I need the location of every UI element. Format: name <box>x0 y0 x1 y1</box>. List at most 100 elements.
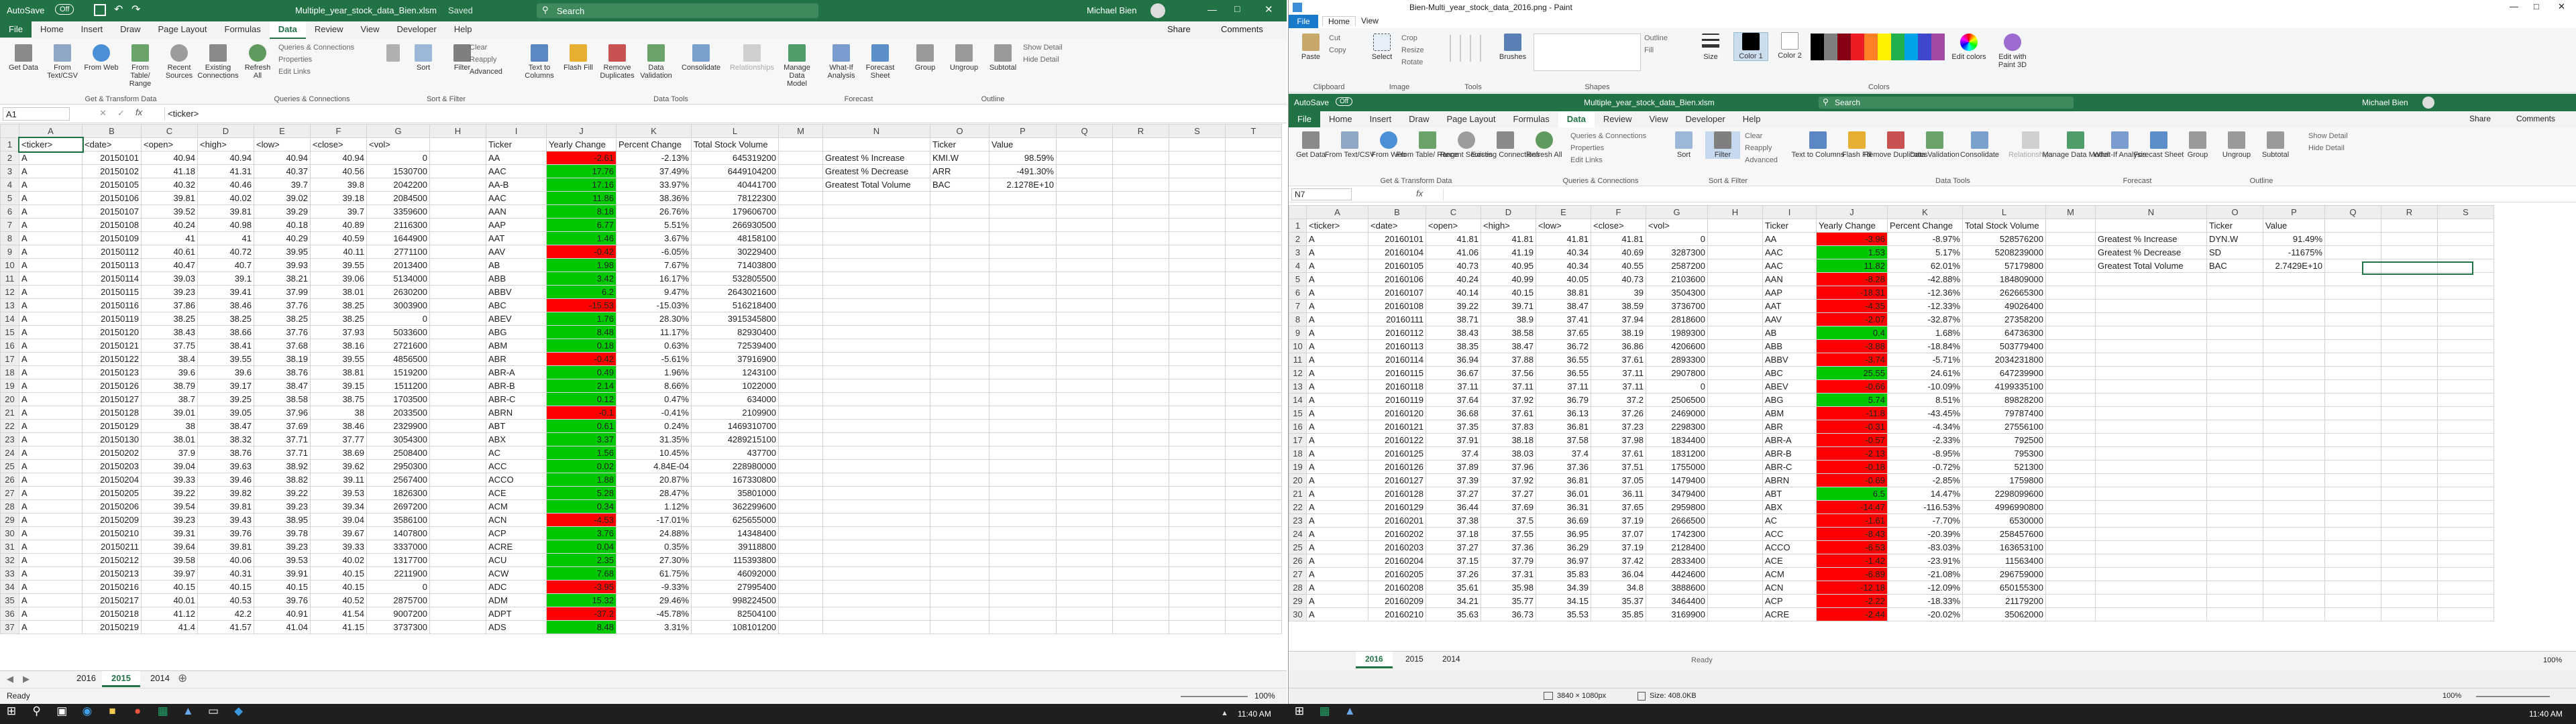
cell[interactable] <box>989 285 1057 299</box>
cell[interactable]: 20150123 <box>82 365 142 379</box>
cell[interactable]: 39.76 <box>254 593 311 607</box>
cell[interactable] <box>1056 526 1113 540</box>
paint-minimize-icon[interactable]: — <box>2510 1 2518 11</box>
cell[interactable] <box>1169 245 1226 259</box>
cell[interactable] <box>1169 486 1226 500</box>
cell[interactable]: A <box>19 191 83 205</box>
column-header[interactable]: S <box>1169 124 1226 138</box>
cell[interactable] <box>1112 285 1169 299</box>
cell[interactable] <box>429 312 486 326</box>
yearly-change-cell[interactable]: -0.42 <box>546 245 616 259</box>
yearly-change-cell[interactable]: 2.35 <box>546 553 616 567</box>
row-number[interactable]: 23 <box>0 432 19 446</box>
sheet-tab-2015[interactable]: 2015 <box>102 671 140 687</box>
column-header[interactable]: L <box>691 124 779 138</box>
header-cell[interactable] <box>1112 137 1169 152</box>
cell[interactable] <box>1169 473 1226 487</box>
header-cell[interactable]: Percent Change <box>616 137 692 152</box>
cell[interactable]: 37.86 <box>141 298 198 312</box>
paint-tab-view[interactable]: View <box>1361 16 1379 25</box>
yearly-change-cell[interactable]: 2.14 <box>546 379 616 393</box>
percent-change-cell[interactable]: 61.75% <box>616 566 692 581</box>
summary-ticker[interactable]: BAC <box>930 178 989 192</box>
percent-change-cell[interactable]: 0.35% <box>616 540 692 554</box>
autosave-toggle[interactable]: Off <box>55 4 74 15</box>
cell[interactable] <box>930 352 989 366</box>
cell[interactable] <box>1225 218 1282 232</box>
ticker-cell[interactable]: ACE <box>486 486 547 500</box>
total-volume-cell[interactable]: 625655000 <box>691 513 779 527</box>
cell[interactable]: 20150115 <box>82 285 142 299</box>
cell[interactable] <box>930 540 989 554</box>
total-volume-cell[interactable]: 40441700 <box>691 178 779 192</box>
cell[interactable]: 20150210 <box>82 526 142 540</box>
total-volume-cell[interactable]: 634000 <box>691 392 779 406</box>
refresh-all-button[interactable]: Refresh All <box>240 44 275 80</box>
cell[interactable] <box>1112 620 1169 634</box>
row-number[interactable]: 22 <box>0 419 19 433</box>
cell[interactable]: 3737300 <box>366 620 430 634</box>
percent-change-cell[interactable]: -45.78% <box>616 607 692 621</box>
cell[interactable]: 38.25 <box>254 312 311 326</box>
cell[interactable]: 40.94 <box>310 151 367 165</box>
cell[interactable]: 2771100 <box>366 245 430 259</box>
cell[interactable]: 39.81 <box>197 540 254 554</box>
cell[interactable] <box>822 526 930 540</box>
cell[interactable] <box>429 406 486 420</box>
row-number[interactable]: 1 <box>0 137 19 152</box>
cell[interactable]: 0 <box>366 312 430 326</box>
cell[interactable]: 40.94 <box>254 151 311 165</box>
ticker-cell[interactable]: ABC <box>486 298 547 312</box>
cell[interactable]: A <box>19 526 83 540</box>
yearly-change-cell[interactable]: -0.1 <box>546 406 616 420</box>
cell[interactable] <box>822 352 930 366</box>
tools-palette[interactable] <box>1450 35 1490 62</box>
cell[interactable]: A <box>19 459 83 473</box>
cell[interactable] <box>989 432 1057 446</box>
cell[interactable] <box>1112 486 1169 500</box>
cell[interactable] <box>1056 339 1113 353</box>
cell[interactable] <box>1056 392 1113 406</box>
cell[interactable]: 39.55 <box>310 352 367 366</box>
cell[interactable]: 39.58 <box>141 553 198 567</box>
cell[interactable] <box>822 607 930 621</box>
cell[interactable] <box>1225 540 1282 554</box>
cell[interactable] <box>1056 419 1113 433</box>
cell[interactable]: 40.46 <box>197 178 254 192</box>
resize-button[interactable]: Resize <box>1401 46 1424 54</box>
consolidate-button[interactable]: Consolidate <box>678 44 724 72</box>
cell[interactable]: 20150116 <box>82 298 142 312</box>
get-data-button[interactable]: Get Data <box>6 44 41 72</box>
cell[interactable] <box>1112 379 1169 393</box>
cell[interactable]: 40.31 <box>197 566 254 581</box>
column-header[interactable]: E <box>254 124 311 138</box>
percent-change-cell[interactable]: 0.24% <box>616 419 692 433</box>
cell[interactable]: 39.23 <box>254 540 311 554</box>
cell[interactable] <box>778 580 823 594</box>
cell[interactable]: 20150216 <box>82 580 142 594</box>
cell[interactable] <box>778 352 823 366</box>
cell[interactable] <box>822 553 930 567</box>
yearly-change-cell[interactable]: 6.77 <box>546 218 616 232</box>
cell[interactable] <box>429 526 486 540</box>
tab-scroll-right-icon[interactable]: ▶ <box>23 674 30 684</box>
column-header[interactable]: O <box>930 124 989 138</box>
cell[interactable]: 37.71 <box>254 432 311 446</box>
cell[interactable]: A <box>19 325 83 339</box>
yearly-change-cell[interactable]: 0.49 <box>546 365 616 379</box>
tab-view[interactable]: View <box>360 24 380 34</box>
yearly-change-cell[interactable]: 3.37 <box>546 432 616 446</box>
cell[interactable] <box>822 566 930 581</box>
cell[interactable]: A <box>19 620 83 634</box>
cell[interactable]: 4856500 <box>366 352 430 366</box>
cell[interactable]: A <box>19 365 83 379</box>
total-volume-cell[interactable]: 37916900 <box>691 352 779 366</box>
yearly-change-cell[interactable]: 17.16 <box>546 178 616 192</box>
cell[interactable]: 39.55 <box>197 352 254 366</box>
ticker-cell[interactable]: ABBV <box>486 285 547 299</box>
cell[interactable]: 40.98 <box>197 218 254 232</box>
total-volume-cell[interactable]: 6449104200 <box>691 164 779 178</box>
cell[interactable]: 39.53 <box>254 553 311 567</box>
ticker-cell[interactable]: AAV <box>486 245 547 259</box>
ticker-cell[interactable]: AAP <box>486 218 547 232</box>
